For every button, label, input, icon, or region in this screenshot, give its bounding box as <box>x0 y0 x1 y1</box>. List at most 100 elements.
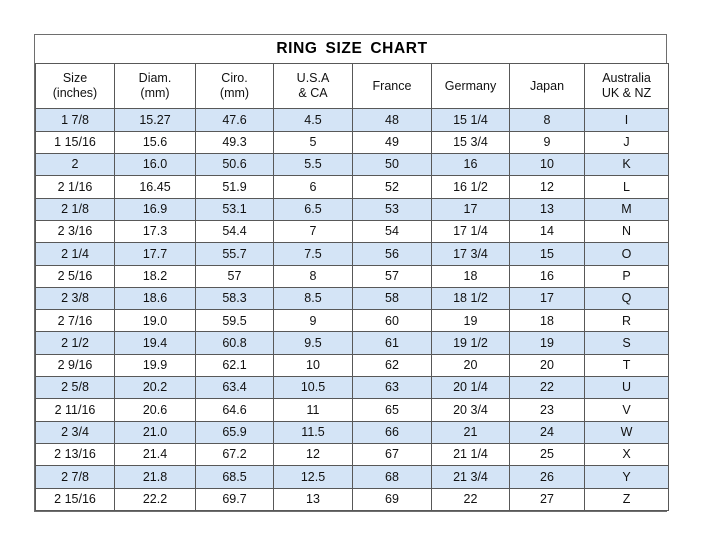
table-cell: 2 1/2 <box>35 331 115 355</box>
table-cell: 20 1/4 <box>431 376 510 400</box>
table-cell: 15 3/4 <box>431 130 510 155</box>
table-cell: Y <box>583 465 670 489</box>
table-cell: 65.9 <box>195 420 274 444</box>
table-cell: 2 15/16 <box>35 487 115 512</box>
table-cell: T <box>583 353 670 378</box>
table-cell: 67.2 <box>195 442 274 467</box>
table-cell: V <box>583 398 670 422</box>
table-cell: 2 3/16 <box>35 219 115 244</box>
table-cell: 12 <box>509 175 585 199</box>
table-cell: 2 7/8 <box>35 465 115 489</box>
table-cell: 17 <box>431 197 510 221</box>
table-cell: 48 <box>352 108 432 132</box>
table-cell: 16.9 <box>114 197 196 221</box>
table-row: 2 1/8 16.9 53.1 6.5 53 17 13 M <box>35 197 670 221</box>
table-row: 2 3/16 17.3 54.4 7 54 17 1/4 14 N <box>35 219 670 244</box>
table-cell: W <box>583 420 670 444</box>
table-cell: 21 <box>431 420 510 444</box>
table-cell: 55.7 <box>195 242 274 266</box>
table-cell: 63.4 <box>195 376 274 400</box>
table-cell: 51.9 <box>195 175 274 199</box>
table-cell: 57 <box>195 264 274 288</box>
table-cell: 1 15/16 <box>35 130 115 155</box>
table-cell: 21.8 <box>114 465 196 489</box>
column-header: Japan <box>509 62 585 110</box>
table-row: 2 1/4 17.7 55.7 7.5 56 17 3/4 15 O <box>35 242 670 266</box>
table-cell: 14 <box>509 219 585 244</box>
table-cell: 20 <box>431 353 510 378</box>
ring-size-table: RING SIZE CHART Size (inches) Diam. (mm) Ciro.(… <box>35 35 670 512</box>
table-cell: 18.6 <box>114 286 196 311</box>
table-cell: 7.5 <box>273 242 353 266</box>
column-header-line1: Germany <box>444 78 497 93</box>
table-cell: 15 1/4 <box>431 108 510 132</box>
column-header-line1: France <box>372 78 412 93</box>
table-row: 2 11/16 20.6 64.6 11 65 20 3/4 23 V <box>35 398 670 422</box>
table-cell: 68 <box>352 465 432 489</box>
table-cell: 17 1/4 <box>431 219 510 244</box>
table-cell: 60.8 <box>195 331 274 355</box>
table-cell: 69 <box>352 487 432 512</box>
table-cell: 2 7/16 <box>35 309 115 333</box>
table-row: 2 3/8 18.6 58.3 8.5 58 18 1/2 17 Q <box>35 286 670 311</box>
column-header-line2: (mm) <box>219 86 250 101</box>
table-cell: L <box>583 175 670 199</box>
table-cell: 2 9/16 <box>35 353 115 378</box>
table-cell: 19 <box>509 331 585 355</box>
table-cell: M <box>583 197 670 221</box>
column-header: Germany <box>431 62 510 110</box>
table-cell: 64.6 <box>195 398 274 422</box>
table-cell: 65 <box>352 398 432 422</box>
table-cell: 21.4 <box>114 442 196 467</box>
table-cell: 61 <box>352 331 432 355</box>
chart-title-word: RING <box>276 39 318 57</box>
table-cell: 10 <box>509 153 585 177</box>
chart-title-word: SIZE <box>325 39 363 57</box>
table-row: 2 13/16 21.4 67.2 12 67 21 1/4 25 X <box>35 442 670 467</box>
table-cell: U <box>583 376 670 400</box>
table-cell: 69.7 <box>195 487 274 512</box>
table-row: 2 7/8 21.8 68.5 12.5 68 21 3/4 26 Y <box>35 465 670 489</box>
table-row: 1 15/16 15.6 49.3 5 49 15 3/4 9 J <box>35 130 670 155</box>
table-cell: 8 <box>509 108 585 132</box>
column-header-line2: (inches) <box>52 86 98 101</box>
table-row: 2 5/8 20.2 63.4 10.5 63 20 1/4 22 U <box>35 376 670 400</box>
table-cell: 9.5 <box>273 331 353 355</box>
table-cell: 9 <box>273 309 353 333</box>
table-cell: 2 1/8 <box>35 197 115 221</box>
table-cell: 26 <box>509 465 585 489</box>
table-cell: 10.5 <box>273 376 353 400</box>
table-cell: 59.5 <box>195 309 274 333</box>
column-header: U.S.A & CA <box>273 62 353 110</box>
table-cell: 47.6 <box>195 108 274 132</box>
table-cell: 66 <box>352 420 432 444</box>
table-cell: 57 <box>352 264 432 288</box>
table-cell: 15 <box>509 242 585 266</box>
table-cell: 2 11/16 <box>35 398 115 422</box>
table-cell: 12.5 <box>273 465 353 489</box>
table-row: 2 15/16 22.2 69.7 13 69 22 27 Z <box>35 487 670 512</box>
table-cell: 20.6 <box>114 398 196 422</box>
table-cell: 62 <box>352 353 432 378</box>
table-cell: 54.4 <box>195 219 274 244</box>
table-cell: 19.0 <box>114 309 196 333</box>
table-cell: 22.2 <box>114 487 196 512</box>
table-cell: 52 <box>352 175 432 199</box>
table-cell: 58.3 <box>195 286 274 311</box>
table-cell: 2 5/16 <box>35 264 115 288</box>
table-row: 2 1/16 16.45 51.9 6 52 16 1/2 12 L <box>35 175 670 199</box>
table-cell: 20.2 <box>114 376 196 400</box>
table-cell: 5.5 <box>273 153 353 177</box>
column-header: Size (inches) <box>35 62 115 110</box>
column-header-line1: Australia <box>602 71 651 86</box>
table-row: 2 7/16 19.0 59.5 9 60 19 18 R <box>35 309 670 333</box>
table-cell: 13 <box>273 487 353 512</box>
table-cell: 17.3 <box>114 219 196 244</box>
table-cell: 19.4 <box>114 331 196 355</box>
table-cell: 16 <box>431 153 510 177</box>
table-cell: N <box>583 219 670 244</box>
table-cell: 6 <box>273 175 353 199</box>
column-header: Australia UK & NZ <box>583 62 670 110</box>
table-cell: 19 1/2 <box>431 331 510 355</box>
table-cell: 19 <box>431 309 510 333</box>
